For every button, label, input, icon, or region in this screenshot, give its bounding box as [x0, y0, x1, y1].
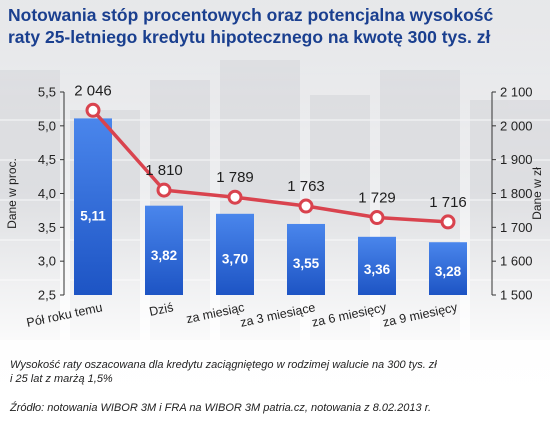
chart-note: Wysokość raty oszacowana dla kredytu zac…: [10, 358, 540, 386]
bar: [429, 242, 467, 295]
bar-value-label: 5,11: [80, 209, 106, 224]
chart-title: Notowania stóp procentowych oraz potencj…: [8, 4, 544, 48]
y-axis-right-label: Dane w zł: [530, 167, 544, 220]
y-left-tick-label: 5,5: [38, 85, 56, 100]
line-value-labels: 2 046 1 810 1 789 1 763 1 729 1 716: [74, 82, 467, 211]
left-axis: 2,5 3,0 3,5 4,0 4,5 5,0 5,5: [38, 85, 65, 303]
y-right-tick-label: 1 600: [500, 254, 533, 269]
y-left-tick-label: 3,0: [38, 254, 56, 269]
bar: [287, 223, 325, 295]
bar: [145, 205, 183, 295]
bar-value-label: 3,36: [364, 262, 391, 277]
y-left-tick-label: 5,0: [38, 118, 56, 133]
y-left-tick-label: 2,5: [38, 288, 56, 303]
bar-value-label: 3,55: [293, 256, 320, 271]
line-series: [85, 102, 456, 230]
y-right-tick-label: 2 100: [500, 85, 533, 100]
line-point: [227, 189, 243, 205]
y-right-tick-label: 2 000: [500, 118, 533, 133]
y-right-tick-label: 1 900: [500, 152, 533, 167]
x-tick-label: za miesiąc: [185, 300, 246, 326]
line-point: [440, 214, 456, 230]
chart-source: Źródło: notowania WIBOR 3M i FRA na WIBO…: [10, 401, 540, 415]
x-tick-label: za 9 miesięcy: [382, 300, 460, 330]
line-value-label: 1 729: [358, 190, 396, 207]
line-point: [85, 102, 101, 118]
x-tick-label: Dziś: [148, 300, 175, 319]
chart-title-line-2: raty 25-letniego kredytu hipotecznego na…: [8, 27, 491, 47]
bar-value-label: 3,82: [151, 248, 177, 263]
bar-value-label: 3,28: [435, 264, 462, 279]
bar: [216, 213, 254, 295]
y-left-tick-label: 4,5: [38, 152, 56, 167]
chart-note-line-2: i 25 lat z marżą 1,5%: [10, 373, 113, 385]
bar-value-labels: 5,11 3,82 3,70 3,55 3,36 3,28: [80, 209, 461, 280]
y-axis-left-label: Dane w proc.: [5, 158, 19, 229]
line-point: [156, 182, 172, 198]
bar-value-label: 3,70: [222, 251, 248, 266]
bar: [358, 236, 396, 295]
line-value-label: 2 046: [74, 82, 112, 99]
line-value-label: 1 763: [287, 178, 325, 195]
bar: [74, 118, 112, 295]
y-right-tick-label: 1 700: [500, 220, 533, 235]
y-right-tick-label: 1 800: [500, 186, 533, 201]
bar-series: [74, 118, 467, 295]
line-value-label: 1 789: [216, 169, 254, 186]
x-tick-label: za 6 miesięcy: [311, 300, 389, 330]
line-point: [298, 198, 314, 214]
line-value-label: 1 810: [145, 162, 183, 179]
line-value-label: 1 716: [429, 194, 467, 211]
y-left-tick-label: 4,0: [38, 186, 56, 201]
x-tick-label: Pół roku temu: [25, 300, 103, 330]
y-left-tick-label: 3,5: [38, 220, 56, 235]
y-right-tick-label: 1 500: [500, 288, 533, 303]
chart-note-line-1: Wysokość raty oszacowana dla kredytu zac…: [10, 359, 437, 371]
right-axis: 1 500 1 600 1 700 1 800 1 900 2 000 2 100: [491, 85, 533, 303]
chart-source-text: Źródło: notowania WIBOR 3M i FRA na WIBO…: [10, 402, 432, 414]
chart-title-line-1: Notowania stóp procentowych oraz potencj…: [8, 5, 494, 25]
x-tick-label: za 3 miesiące: [239, 300, 317, 330]
line-path: [91, 109, 449, 224]
line-point: [369, 210, 385, 226]
